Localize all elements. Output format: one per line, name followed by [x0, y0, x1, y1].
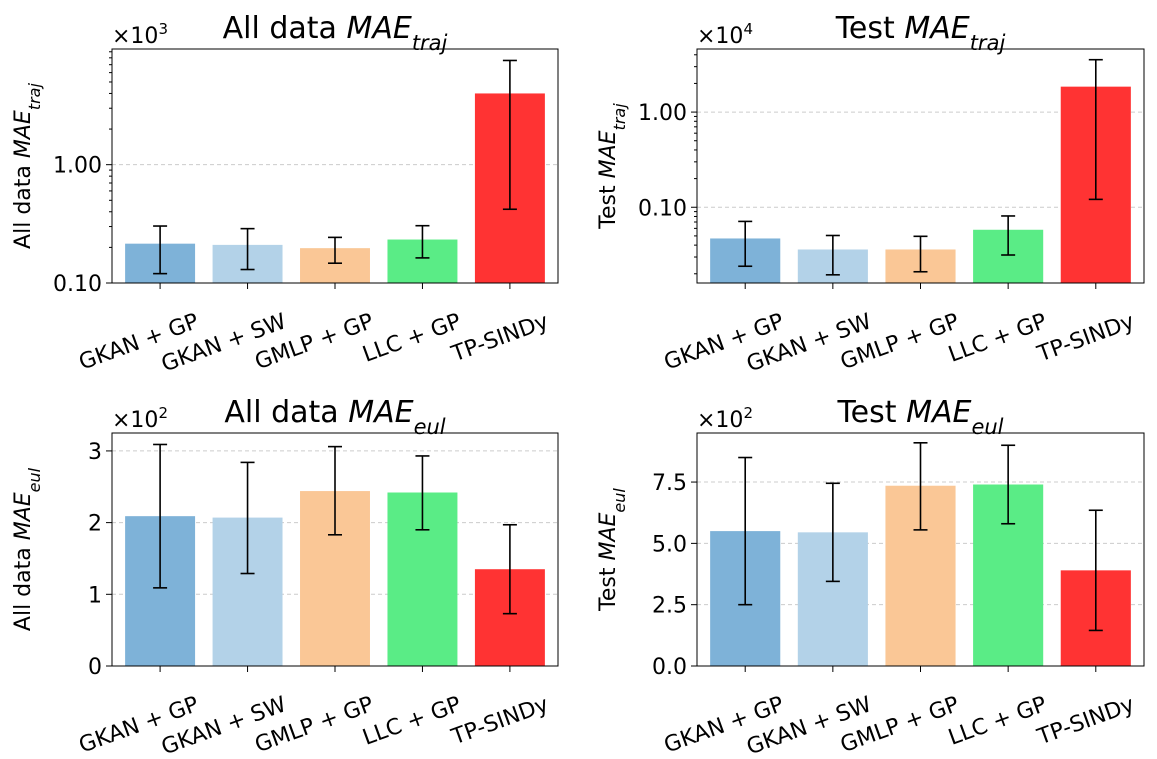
axis-scale-label: ×102: [112, 404, 168, 433]
y-tick-label: 5.0: [652, 532, 687, 557]
y-tick-label: 1.00: [53, 154, 102, 179]
y-tick-label: 2.5: [652, 594, 687, 619]
y-tick-label: 0: [88, 655, 102, 680]
chart-title: Test MAEtraj: [835, 11, 1006, 55]
x-tick-label: TP-SINDy: [448, 309, 552, 367]
x-tick-label: TP-SINDy: [1033, 692, 1137, 750]
y-tick-label: 2: [88, 512, 102, 537]
axes-frame: [111, 432, 559, 667]
x-tick-label: LLC + GP: [945, 309, 1050, 368]
y-tick-label: 1: [88, 583, 102, 608]
x-tick-label: LLC + GP: [360, 309, 465, 368]
axes-frame: [696, 432, 1145, 667]
chart-title: Test MAEeul: [836, 395, 1003, 439]
x-tick-label: LLC + GP: [945, 692, 1050, 751]
y-tick-label: 0.10: [638, 196, 687, 221]
chart-title: All data MAEtraj: [223, 11, 448, 55]
y-axis-label: All data MAEtraj: [11, 83, 44, 249]
x-tick-label: TP-SINDy: [1033, 309, 1137, 367]
y-axis-label: Test MAEtraj: [596, 103, 629, 230]
axis-scale-label: ×103: [112, 20, 168, 49]
y-axis-label: Test MAEeul: [596, 488, 629, 612]
y-axis-label: All data MAEeul: [11, 467, 44, 631]
axis-scale-label: ×104: [697, 20, 753, 49]
y-tick-label: 0.10: [53, 272, 102, 297]
y-tick-label: 7.5: [652, 471, 687, 496]
y-tick-label: 3: [88, 440, 102, 465]
x-tick-label: TP-SINDy: [448, 692, 552, 750]
axes-frame: [696, 48, 1145, 284]
axis-scale-label: ×102: [697, 404, 753, 433]
y-tick-label: 0.0: [652, 655, 687, 680]
x-tick-label: LLC + GP: [360, 692, 465, 751]
y-tick-label: 1.00: [638, 101, 687, 126]
axes-frame: [111, 48, 559, 284]
chart-title: All data MAEeul: [224, 395, 445, 439]
